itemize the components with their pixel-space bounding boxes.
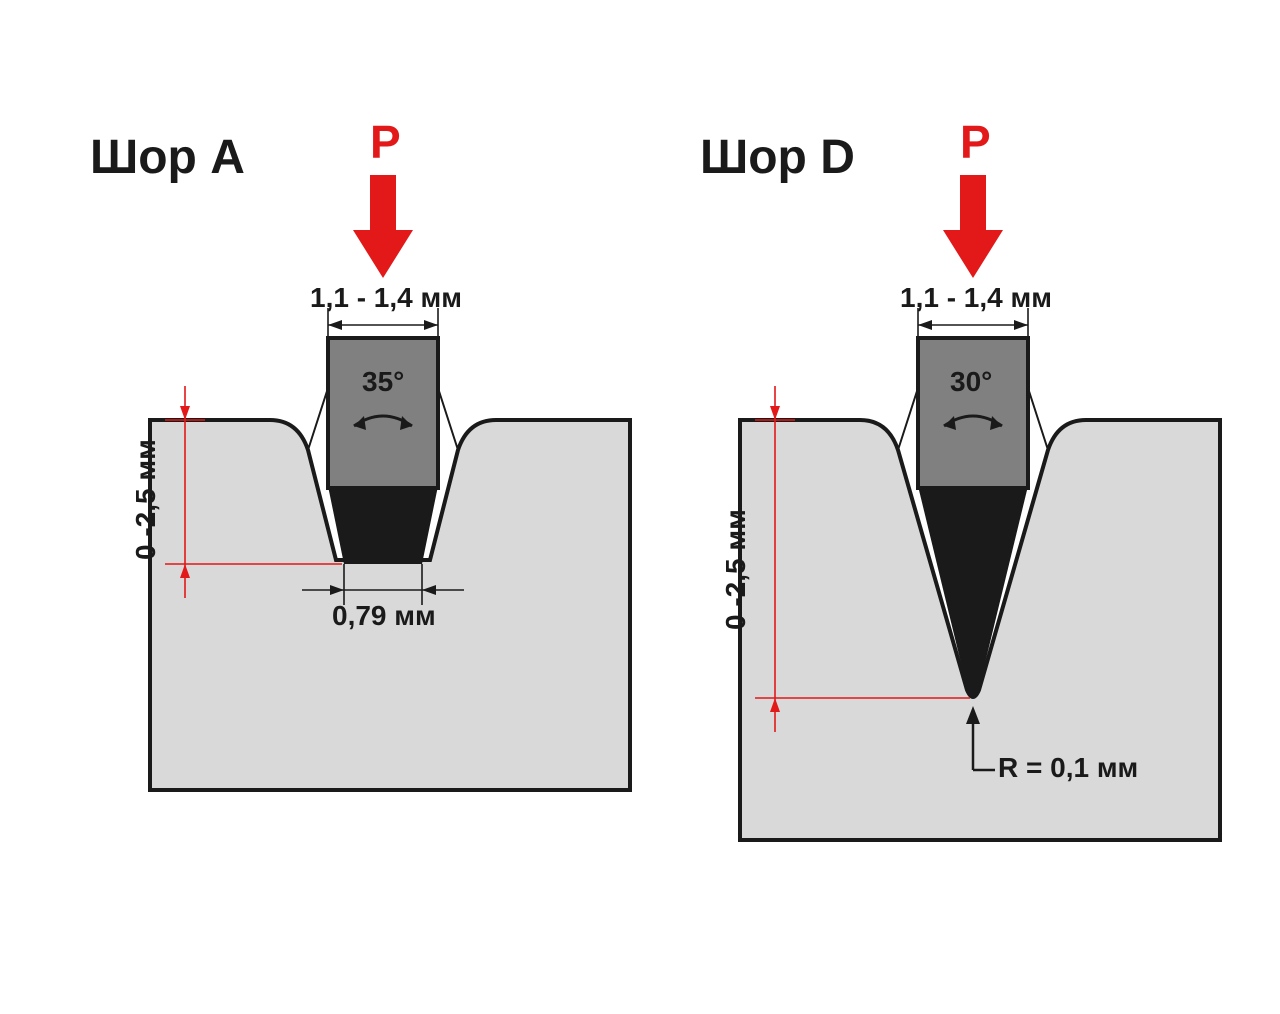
indenter-upper-a: [328, 338, 438, 488]
top-width-label-a: 1,1 - 1,4 мм: [310, 282, 462, 314]
depth-label-a: 0 -2,5 мм: [130, 439, 162, 560]
radius-label-d: R = 0,1 мм: [998, 752, 1138, 784]
depth-label-d: 0 -2,5 мм: [720, 509, 752, 630]
diagram-d-svg: [660, 130, 1240, 880]
indenter-upper-d: [918, 338, 1028, 488]
force-arrow-icon: [943, 175, 1003, 278]
angle-label-d: 30°: [950, 366, 992, 398]
tip-width-label-a: 0,79 мм: [332, 600, 436, 632]
force-arrow-icon: [353, 175, 413, 278]
panel-shore-d: Шор D P: [660, 130, 1240, 880]
top-width-label-d: 1,1 - 1,4 мм: [900, 282, 1052, 314]
indenter-tip-a: [328, 486, 438, 564]
angle-label-a: 35°: [362, 366, 404, 398]
panel-shore-a: Шор A P: [70, 130, 650, 880]
